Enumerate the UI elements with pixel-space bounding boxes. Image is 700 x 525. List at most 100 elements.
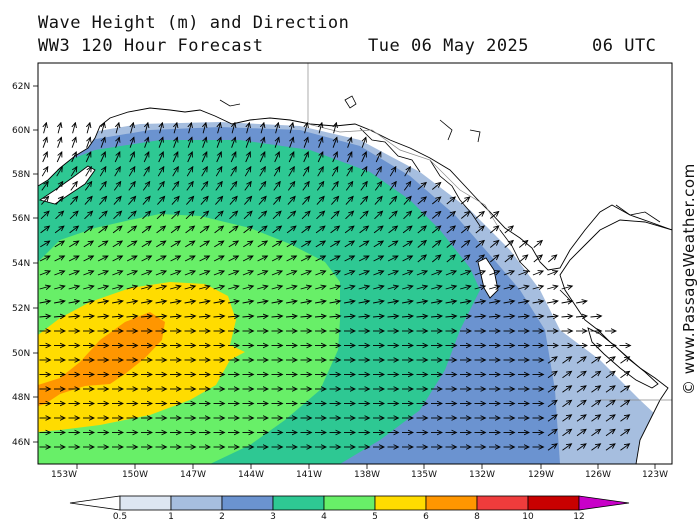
wave-arrow — [116, 137, 120, 148]
wave-arrow — [375, 167, 382, 177]
wave-arrow — [334, 123, 337, 134]
wave-arrow — [591, 400, 601, 408]
wave-arrow — [358, 301, 370, 303]
wave-arrow — [359, 241, 368, 248]
wave-arrow — [142, 211, 151, 220]
wave-arrow — [261, 123, 264, 134]
wave-arrow — [329, 271, 340, 276]
wave-arrow — [329, 316, 341, 317]
wave-arrow — [402, 271, 412, 276]
legend-swatch — [578, 495, 630, 511]
wave-arrow — [461, 212, 469, 219]
wave-arrow — [112, 241, 122, 248]
wave-arrow — [605, 357, 615, 364]
wave-arrow — [286, 256, 297, 262]
wave-arrow — [314, 316, 326, 317]
wave-arrow — [561, 301, 573, 303]
wave-arrow — [461, 255, 469, 263]
wave-arrow — [373, 226, 383, 234]
wave-arrow — [276, 123, 279, 134]
wave-arrow — [532, 301, 544, 303]
wave-arrow — [402, 301, 413, 303]
wave-arrow — [547, 429, 557, 437]
wave-arrow — [113, 196, 121, 205]
wave-arrow — [128, 196, 135, 205]
wave-arrow — [533, 241, 542, 248]
legend-ticks: 0.5 1 2 3 4 5 6 8 10 12 — [113, 512, 585, 522]
wave-arrow — [41, 167, 48, 177]
wave-arrow — [39, 301, 51, 303]
wave-arrow — [620, 444, 630, 451]
wave-arrow — [244, 196, 251, 205]
forecast-time: 06 UTC — [592, 36, 657, 56]
wave-arrow — [474, 271, 485, 276]
wave-arrow — [387, 301, 399, 303]
wave-arrow — [389, 167, 396, 177]
wave-arrow — [243, 211, 252, 220]
wave-arrow — [275, 137, 279, 148]
wave-arrow — [300, 316, 312, 317]
wave-arrow — [417, 212, 426, 219]
wave-arrow — [317, 152, 323, 163]
wave-arrow — [416, 316, 428, 317]
wave-arrow — [56, 152, 62, 163]
wave-arrow — [83, 286, 94, 289]
wave-arrow — [54, 226, 64, 234]
wave-arrow — [97, 301, 109, 303]
wave-arrow — [73, 123, 76, 134]
wave-arrow — [503, 316, 515, 317]
wave-arrow — [198, 316, 210, 317]
wave-arrow — [358, 286, 370, 289]
lon-label: 132W — [469, 470, 495, 480]
wave-arrow — [431, 286, 442, 289]
wave-arrow — [214, 226, 224, 234]
wave-arrow — [257, 241, 267, 248]
wave-arrow — [329, 301, 341, 303]
wave-arrow — [40, 211, 49, 220]
wave-arrow — [271, 256, 282, 262]
wave-arrow — [489, 271, 499, 276]
wave-arrow — [445, 316, 457, 317]
wave-arrow — [142, 196, 150, 205]
lon-label: 144W — [238, 470, 264, 480]
land-bc-washington — [559, 219, 672, 464]
wave-arrow — [199, 241, 209, 248]
wave-arrow — [503, 286, 515, 289]
wave-arrow — [547, 386, 557, 393]
wave-arrow — [170, 241, 180, 248]
wave-arrow — [39, 286, 51, 289]
copyright-credit: © www.PassageWeather.com — [680, 163, 698, 395]
wave-arrow — [315, 301, 326, 303]
wave-arrow — [213, 271, 224, 276]
wave-arrow — [273, 182, 280, 191]
wave-arrow — [213, 286, 225, 289]
wave-arrow — [329, 286, 341, 289]
wave-arrow — [257, 301, 268, 303]
wave-arrow — [388, 211, 397, 220]
wave-arrow — [199, 226, 209, 234]
wave-arrow — [304, 137, 308, 148]
wave-arrow — [490, 226, 498, 234]
wave-arrow — [113, 211, 122, 220]
wave-arrow — [112, 271, 122, 276]
wave-arrow — [171, 211, 180, 220]
wave-arrow — [158, 152, 164, 163]
wave-arrow — [387, 316, 399, 317]
wave-arrow — [184, 316, 196, 317]
wave-arrow — [242, 316, 254, 317]
wave-arrow — [114, 152, 120, 163]
wave-arrow — [43, 137, 47, 148]
wave-arrow — [189, 123, 192, 134]
wave-arrow — [243, 226, 253, 234]
wave-arrow — [229, 196, 237, 205]
wave-arrow — [172, 152, 178, 163]
lat-axis: 62N 60N 58N 56N 54N 52N 50N 48N 46N — [12, 82, 30, 448]
wave-arrow — [576, 415, 586, 422]
wave-arrow — [199, 271, 209, 276]
wave-arrow — [403, 196, 411, 205]
wave-arrow — [605, 400, 615, 408]
wave-arrow — [97, 286, 109, 289]
wave-arrow — [172, 167, 179, 177]
wave-arrow — [185, 241, 194, 248]
wave-arrow — [174, 137, 178, 148]
